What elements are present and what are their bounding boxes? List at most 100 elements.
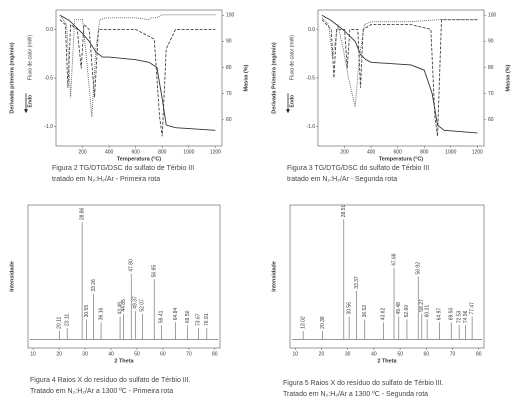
- peak-label: 20.11: [57, 316, 63, 328]
- x-axis-label: 2 Theta: [377, 358, 397, 364]
- peak-label: 58.27: [419, 299, 425, 312]
- x-tick-label: 400: [105, 149, 114, 155]
- plot-frame: [289, 204, 485, 349]
- x-tick-label: 800: [420, 149, 429, 155]
- x-tick-label: 40: [108, 351, 114, 357]
- series-line: [321, 14, 478, 134]
- peak-label: 30.56: [346, 302, 352, 315]
- x-tick-label: 50: [134, 351, 140, 357]
- peak-label: 59.41: [159, 310, 165, 323]
- y-axis-label: Derivada Primeira (mg/min): [271, 42, 277, 114]
- x-tick-label: 20: [56, 351, 62, 357]
- y2-tick-label: 70: [226, 91, 232, 97]
- x-axis-label: Temperatura (°C): [117, 156, 161, 162]
- endo-label: Endo: [27, 95, 33, 108]
- endo-label: Endo: [289, 95, 295, 108]
- peak-label: 36.52: [362, 305, 368, 318]
- peak-label: 56.65: [152, 265, 158, 278]
- figure-caption: Figura 3 TG/DTG/DSC do sulfato de Térbio…: [287, 165, 429, 172]
- figure-caption: Tratado em N₂:H₂/Ar a 1300 ºC - Segunda …: [283, 391, 428, 398]
- peak-label: 43.49: [117, 302, 123, 315]
- y2-tick-label: 100: [488, 13, 497, 19]
- peak-label: 49.48: [396, 302, 402, 315]
- peak-label: 69.50: [449, 308, 455, 321]
- peak-label: 76.91: [204, 313, 210, 326]
- x-tick-label: 400: [367, 149, 376, 155]
- peak-label: 64.84: [173, 308, 179, 321]
- y2-tick-label: 70: [488, 91, 494, 97]
- plot-frame: [55, 9, 223, 147]
- y-axis-label: Intensidade: [271, 261, 277, 292]
- y2-axis-label: Massa (%): [243, 64, 249, 91]
- x-tick-label: 1200: [472, 149, 483, 155]
- y-mid-label: Fluxo de calor (mW): [289, 35, 295, 80]
- peak-label: 52.07: [140, 299, 146, 312]
- y2-tick-label: 60: [488, 117, 494, 123]
- x-tick-label: 1000: [445, 149, 456, 155]
- figure-caption: tratado em N₂:H₂/Ar - Segunda rota: [287, 176, 397, 183]
- x-tick-label: 30: [82, 351, 88, 357]
- y-axis-label: Derivada primeira (mg/min): [9, 42, 15, 113]
- x-tick-label: 20: [319, 351, 325, 357]
- y2-axis-label: Massa (%): [505, 64, 511, 91]
- series-line: [321, 19, 478, 137]
- x-tick-label: 80: [212, 351, 218, 357]
- x-tick-label: 60: [424, 351, 430, 357]
- x-axis-label: 2 Theta: [114, 358, 134, 364]
- y2-tick-label: 100: [226, 13, 235, 19]
- x-tick-label: 200: [78, 149, 87, 155]
- endo-arrowhead: [24, 109, 28, 114]
- x-tick-label: 1000: [183, 149, 194, 155]
- x-tick-label: 70: [450, 351, 456, 357]
- peak-label: 69.50: [185, 310, 191, 323]
- x-tick-label: 200: [340, 149, 349, 155]
- plot-frame: [317, 9, 485, 147]
- x-tick-label: 80: [476, 351, 482, 357]
- x-tick-label: 30: [345, 351, 351, 357]
- y2-tick-label: 90: [226, 39, 232, 45]
- figure-caption: tratado em N₂:H₂/Ar - Primeira rota: [52, 176, 160, 183]
- peak-label: 28.51: [341, 205, 347, 218]
- series-line: [59, 14, 216, 117]
- series-line: [321, 17, 478, 108]
- x-tick-label: 40: [371, 351, 377, 357]
- y-tick-label: 0.0: [308, 27, 315, 33]
- peak-label: 44.85: [121, 299, 127, 312]
- peak-label: 73.67: [196, 313, 202, 326]
- y-tick-label: 0.0: [46, 27, 53, 33]
- figure-caption: Figura 2 TG/DTG/DSC do sulfato de Térbio…: [52, 165, 194, 172]
- peak-label: 52.60: [404, 305, 410, 318]
- y2-tick-label: 60: [226, 117, 232, 123]
- peak-label: 47.68: [391, 253, 397, 266]
- peak-label: 33.37: [354, 276, 360, 289]
- x-tick-label: 50: [397, 351, 403, 357]
- series-line: [59, 19, 216, 137]
- y-tick-label: -1.0: [44, 124, 53, 130]
- y2-tick-label: 90: [488, 39, 494, 45]
- y2-tick-label: 80: [226, 65, 232, 71]
- x-tick-label: 10: [292, 351, 298, 357]
- x-tick-label: 60: [160, 351, 166, 357]
- y-axis-label: Intensidade: [9, 261, 15, 292]
- peak-label: 56.92: [416, 262, 422, 275]
- x-tick-label: 600: [132, 149, 141, 155]
- y-mid-label: Fluxo de calor (mW): [27, 35, 33, 80]
- peak-label: 36.16: [98, 308, 104, 321]
- figure-caption: Figura 5 Raios X do resíduo do sulfato d…: [283, 380, 444, 387]
- peak-label: 49.37: [133, 296, 139, 309]
- peak-label: 23.11: [65, 314, 71, 326]
- endo-arrowhead: [286, 109, 290, 114]
- x-tick-label: 600: [394, 149, 403, 155]
- peak-label: 47.80: [129, 259, 135, 272]
- peak-label: 60.31: [424, 305, 430, 318]
- figure-caption: Tratado em N₂:H₂/Ar a 1300 ºC - Primeira…: [30, 388, 173, 395]
- x-tick-label: 10: [30, 351, 36, 357]
- peak-label: 74.96: [463, 310, 469, 323]
- y-tick-label: -1.0: [306, 124, 315, 130]
- peak-label: 30.55: [84, 305, 90, 318]
- figure-caption: Figura 4 Raios X do resíduo do sulfato d…: [30, 377, 191, 384]
- plot-frame: [27, 204, 221, 349]
- y2-tick-label: 80: [488, 65, 494, 71]
- peak-label: 43.62: [381, 308, 387, 321]
